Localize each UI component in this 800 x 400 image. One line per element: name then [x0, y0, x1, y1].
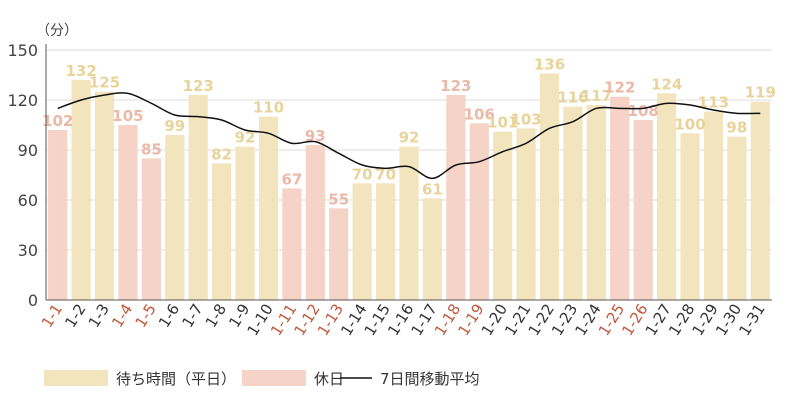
data-label: 122	[604, 79, 635, 97]
y-tick-label: 90	[18, 141, 38, 160]
data-label: 92	[399, 129, 420, 147]
data-label: 67	[281, 170, 302, 188]
bar	[422, 198, 443, 300]
data-label: 98	[726, 119, 747, 137]
bar	[375, 183, 396, 300]
data-label: 85	[141, 140, 162, 158]
bar	[586, 105, 606, 300]
data-label: 110	[253, 99, 284, 117]
bar	[352, 183, 372, 300]
bar	[539, 73, 560, 300]
bar	[305, 145, 325, 300]
data-label: 70	[375, 165, 396, 183]
bar	[610, 96, 630, 301]
data-label: 124	[651, 75, 682, 93]
x-tick-label: 1-3	[85, 301, 113, 331]
data-label: 117	[581, 87, 612, 105]
data-label: 99	[164, 117, 185, 135]
bar	[516, 128, 536, 300]
legend-swatch-weekday	[44, 370, 108, 386]
legend-label-weekday: 待ち時間（平日）	[116, 370, 236, 388]
x-tick-label: 1-5	[132, 301, 160, 331]
data-label: 125	[89, 74, 120, 92]
data-label: 119	[745, 84, 776, 102]
bar	[399, 146, 419, 300]
legend-swatch-holiday	[242, 370, 306, 386]
x-tick-label: 1-31	[735, 301, 768, 339]
moving-average-line	[57, 92, 761, 180]
bar	[329, 208, 349, 300]
data-label: 70	[352, 165, 373, 183]
y-tick-labels: 0 30 60 90 120 150	[7, 41, 38, 310]
y-tick-label: 60	[18, 191, 38, 210]
bar	[680, 133, 700, 300]
data-label: 55	[328, 190, 349, 208]
y-tick-label: 30	[18, 241, 38, 260]
bar	[118, 125, 138, 300]
bar	[258, 116, 279, 301]
data-label: 108	[628, 102, 659, 120]
bar	[212, 163, 232, 300]
y-tick-label: 150	[7, 41, 38, 60]
x-tick-label: 1-2	[61, 301, 89, 331]
bar	[235, 146, 255, 300]
bar	[633, 120, 653, 300]
moving-average-path	[57, 92, 761, 180]
y-unit-label: （分）	[36, 23, 78, 39]
data-label: 105	[112, 107, 143, 125]
bar	[446, 95, 466, 300]
bar	[703, 111, 724, 301]
data-label: 113	[698, 94, 729, 112]
bars	[48, 73, 770, 301]
data-label: 101	[487, 114, 518, 132]
data-label: 82	[211, 145, 232, 163]
data-label: 61	[422, 180, 443, 198]
data-label: 100	[674, 115, 705, 133]
x-tick-label: 1-1	[38, 301, 66, 331]
bar	[563, 106, 583, 301]
legend-label-holiday: 休日	[314, 370, 344, 388]
axes	[45, 44, 772, 301]
bar	[71, 80, 91, 300]
y-tick-label: 0	[28, 291, 38, 310]
bar	[469, 123, 489, 300]
data-label: 132	[65, 62, 96, 80]
x-tick-label: 1-4	[108, 301, 136, 331]
legend-label-line: 7日間移動平均	[380, 370, 480, 388]
bar	[282, 188, 302, 300]
data-label: 116	[557, 89, 588, 107]
bar	[493, 131, 513, 300]
legend: 待ち時間（平日） 休日 7日間移動平均	[44, 370, 480, 388]
x-tick-label: 1-7	[178, 301, 206, 331]
bar	[727, 136, 747, 300]
y-tick-label: 120	[7, 91, 38, 110]
data-label: 123	[440, 77, 471, 95]
data-label: 106	[464, 105, 495, 123]
data-label: 123	[183, 77, 214, 95]
data-label: 103	[510, 110, 541, 128]
bar	[48, 130, 68, 300]
bar	[165, 135, 185, 300]
x-tick-labels: 1-11-21-31-41-51-61-71-81-91-101-111-121…	[38, 301, 769, 339]
bar	[94, 91, 115, 301]
bar	[141, 158, 161, 300]
bar	[750, 101, 770, 301]
x-tick-label: 1-6	[155, 301, 183, 331]
data-label: 93	[305, 127, 326, 145]
data-label: 136	[534, 55, 565, 73]
bar	[657, 93, 677, 300]
x-tick-label: 1-8	[202, 301, 230, 331]
data-label: 92	[235, 129, 256, 147]
bar	[188, 95, 208, 300]
data-label: 102	[42, 112, 73, 130]
